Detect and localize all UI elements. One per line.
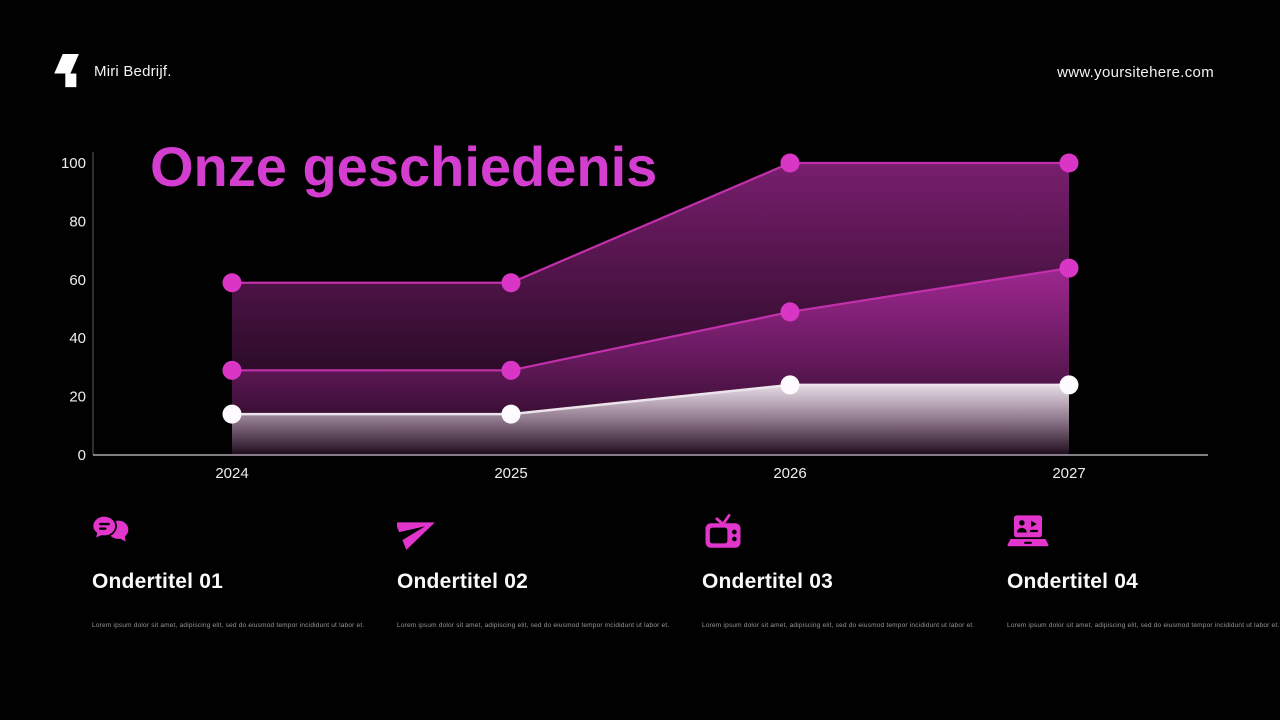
feature-title: Ondertitel 02 (397, 570, 528, 593)
y-tick-label: 0 (78, 447, 86, 464)
data-point-series-3 (501, 404, 521, 424)
data-point-series-2 (1059, 258, 1079, 278)
data-point-series-2 (780, 302, 800, 322)
data-point-series-1 (501, 273, 521, 293)
y-tick-label: 100 (61, 155, 86, 172)
data-point-series-2 (501, 360, 521, 380)
data-point-series-3 (780, 375, 800, 395)
y-tick-label: 40 (69, 330, 86, 347)
line-series-3 (232, 383, 1069, 416)
chat-bubbles-icon (92, 514, 129, 542)
feature-title: Ondertitel 01 (92, 570, 223, 593)
x-tick-label: 2025 (494, 465, 527, 482)
x-tick-label: 2024 (215, 465, 248, 482)
data-point-series-1 (222, 273, 242, 293)
x-tick-label: 2027 (1052, 465, 1085, 482)
brand: Miri Bedrijf. (52, 54, 172, 88)
data-point-series-2 (222, 360, 242, 380)
feature-item-3: Ondertitel 03 Lorem ipsum dolor sit amet… (702, 512, 982, 630)
company-logo-icon (54, 54, 79, 88)
brand-name: Miri Bedrijf. (94, 62, 172, 80)
line-series-2 (232, 267, 1070, 372)
feature-item-1: Ondertitel 01 Lorem ipsum dolor sit amet… (92, 512, 372, 630)
features-row: Ondertitel 01 Lorem ipsum dolor sit amet… (92, 512, 1280, 630)
paper-plane-icon (397, 522, 435, 550)
tv-icon (705, 513, 741, 548)
area-fill-series-3 (232, 384, 1069, 455)
feature-item-2: Ondertitel 02 Lorem ipsum dolor sit amet… (397, 512, 677, 630)
laptop-video-icon (1007, 515, 1049, 547)
data-point-series-1 (780, 153, 800, 173)
data-point-series-3 (222, 404, 242, 424)
y-tick-label: 80 (69, 213, 86, 230)
feature-description: Lorem ipsum dolor sit amet, adipiscing e… (702, 622, 975, 629)
history-area-chart: 0 20 40 60 80 100 2024 2025 2026 2027 (61, 152, 1208, 482)
page-title: Onze geschiedenis (150, 135, 658, 198)
data-point-series-3 (1059, 375, 1079, 395)
website-url: www.yoursitehere.com (1057, 64, 1214, 81)
feature-title: Ondertitel 04 (1007, 570, 1138, 593)
area-chart-svg: 0 20 40 60 80 100 2024 2025 2026 2027 (61, 152, 1208, 482)
feature-description: Lorem ipsum dolor sit amet, adipiscing e… (92, 622, 365, 629)
y-tick-label: 60 (69, 272, 86, 289)
feature-title: Ondertitel 03 (702, 570, 833, 593)
x-tick-label: 2026 (773, 465, 806, 482)
data-point-series-1 (1059, 153, 1079, 173)
line-series-1 (232, 161, 1069, 284)
feature-description: Lorem ipsum dolor sit amet, adipiscing e… (397, 622, 670, 629)
y-tick-label: 20 (69, 389, 86, 406)
feature-description: Lorem ipsum dolor sit amet, adipiscing e… (1007, 622, 1280, 629)
feature-item-4: Ondertitel 04 Lorem ipsum dolor sit amet… (1007, 512, 1280, 630)
